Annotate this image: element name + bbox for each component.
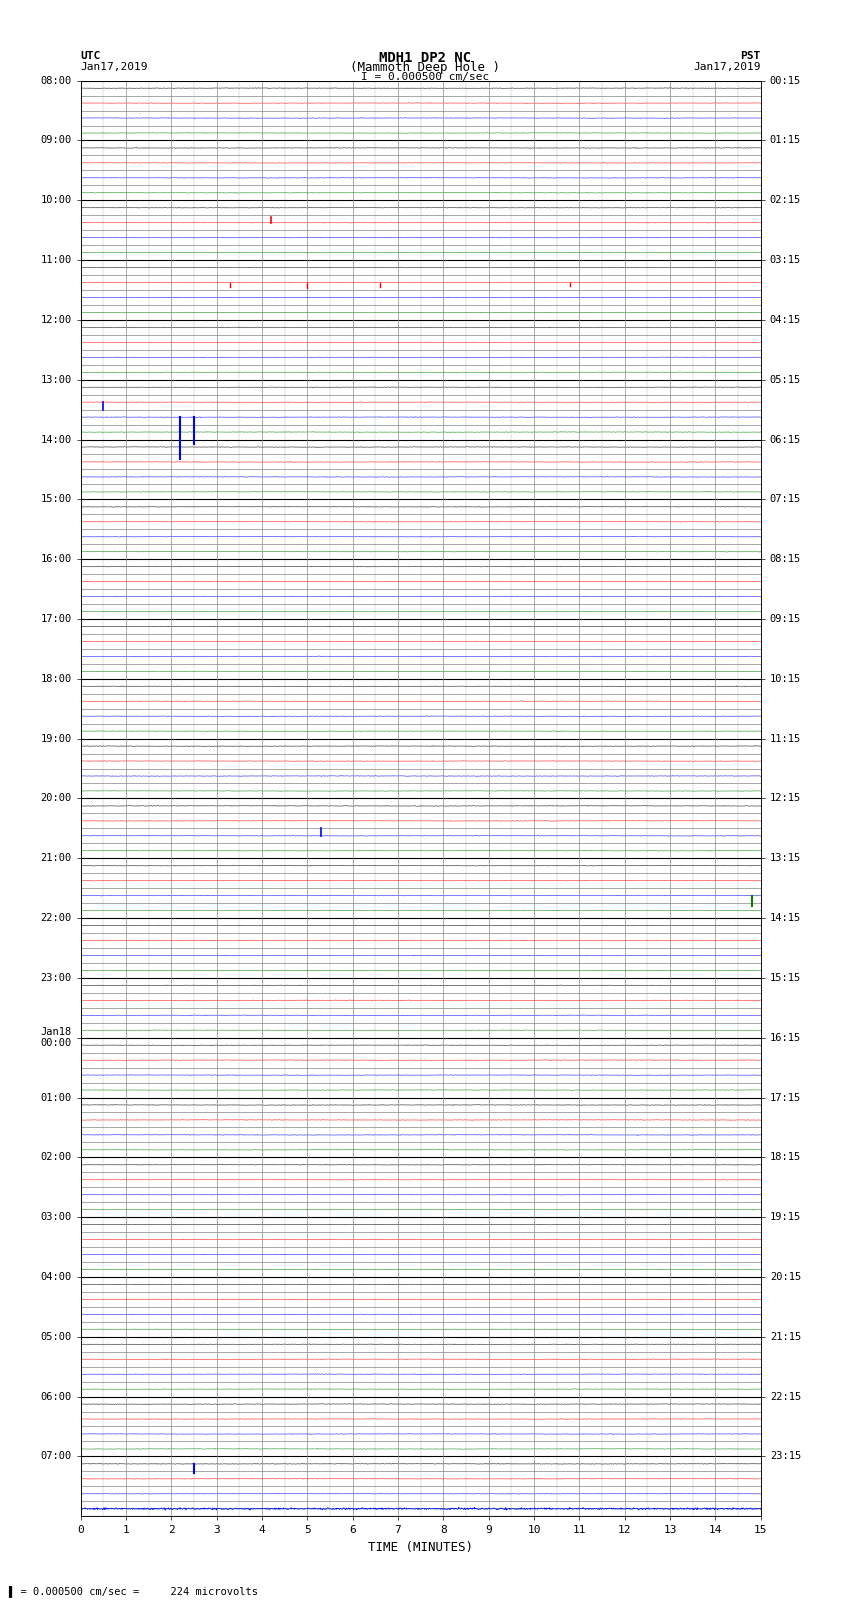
Text: I = 0.000500 cm/sec: I = 0.000500 cm/sec bbox=[361, 71, 489, 82]
Text: (Mammoth Deep Hole ): (Mammoth Deep Hole ) bbox=[350, 61, 500, 74]
Text: UTC: UTC bbox=[81, 50, 101, 61]
Text: MDH1 DP2 NC: MDH1 DP2 NC bbox=[379, 50, 471, 65]
X-axis label: TIME (MINUTES): TIME (MINUTES) bbox=[368, 1540, 473, 1553]
Text: ▌ = 0.000500 cm/sec =     224 microvolts: ▌ = 0.000500 cm/sec = 224 microvolts bbox=[8, 1586, 258, 1597]
Text: Jan17,2019: Jan17,2019 bbox=[694, 63, 761, 73]
Text: PST: PST bbox=[740, 50, 761, 61]
Text: Jan17,2019: Jan17,2019 bbox=[81, 63, 148, 73]
